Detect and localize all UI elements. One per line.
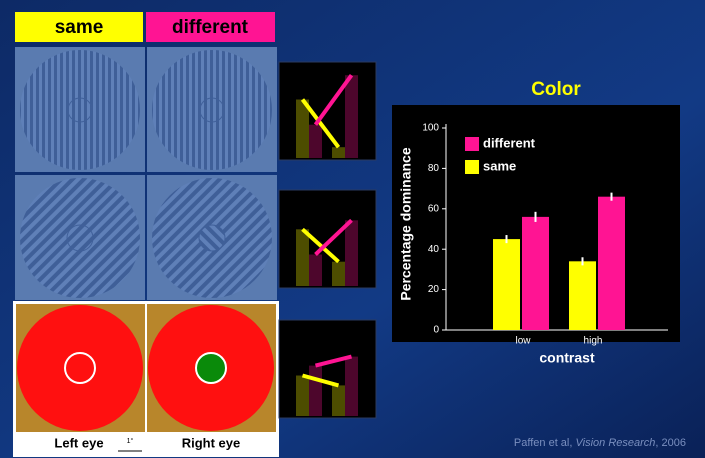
legend-swatch [465,137,479,151]
different-label-box [146,12,275,42]
y-tick-label: 100 [422,123,439,134]
chart-title: Color [531,79,581,100]
bar [569,261,596,330]
thumbnail-bar [296,229,309,286]
thumbnail-bar [296,375,309,416]
different-label: different [172,17,249,38]
citation: Paffen et al, Vision Research, 2006 [514,437,686,449]
bar [522,216,549,330]
thumbnail-line [314,218,353,256]
stimulus-panels [13,47,279,457]
thumbnail-bar [332,147,345,158]
citation-journal: Vision Research [576,437,656,449]
legend-swatch [465,160,479,174]
thumbnail-line [315,354,352,368]
thumbnail-panel [278,319,377,419]
thumbnail-line [301,373,340,388]
thumbnail-bar [345,220,358,286]
thumbnail-bar [332,385,345,416]
x-axis-label: contrast [539,350,595,366]
bar [598,196,625,330]
thumbnail-bar [309,254,322,286]
same-label: same [55,17,104,38]
x-tick-label: low [515,336,531,347]
thumbnail-bar [296,99,309,158]
right-eye-label: Right eye [182,435,241,450]
legend-label: same [483,158,516,173]
scale-label: 1° [127,437,134,445]
y-tick-label: 60 [428,203,440,214]
same-label-box [15,12,143,42]
left-eye-label: Left eye [54,435,103,450]
bar [493,239,520,330]
thumbnail-bar [345,356,358,416]
thumbnail-bar [332,261,345,286]
thumbnail-line [301,227,340,264]
y-tick-label: 80 [428,163,440,174]
y-tick-label: 20 [428,284,440,295]
thumbnail-line [313,74,354,126]
y-tick-label: 0 [433,325,439,336]
thumbnail-panel [278,189,377,289]
y-axis-label: Percentage dominance [398,147,414,300]
citation-year: , 2006 [655,437,686,449]
y-tick-label: 40 [428,244,440,255]
thumbnail-line [300,98,341,149]
thumbnail-bar [345,75,358,158]
thumbnail-bar [309,124,322,158]
legend-label: different [483,135,536,150]
citation-authors: Paffen et al, [514,437,576,449]
thumbnail-bar [309,365,322,416]
x-tick-label: high [584,336,603,347]
